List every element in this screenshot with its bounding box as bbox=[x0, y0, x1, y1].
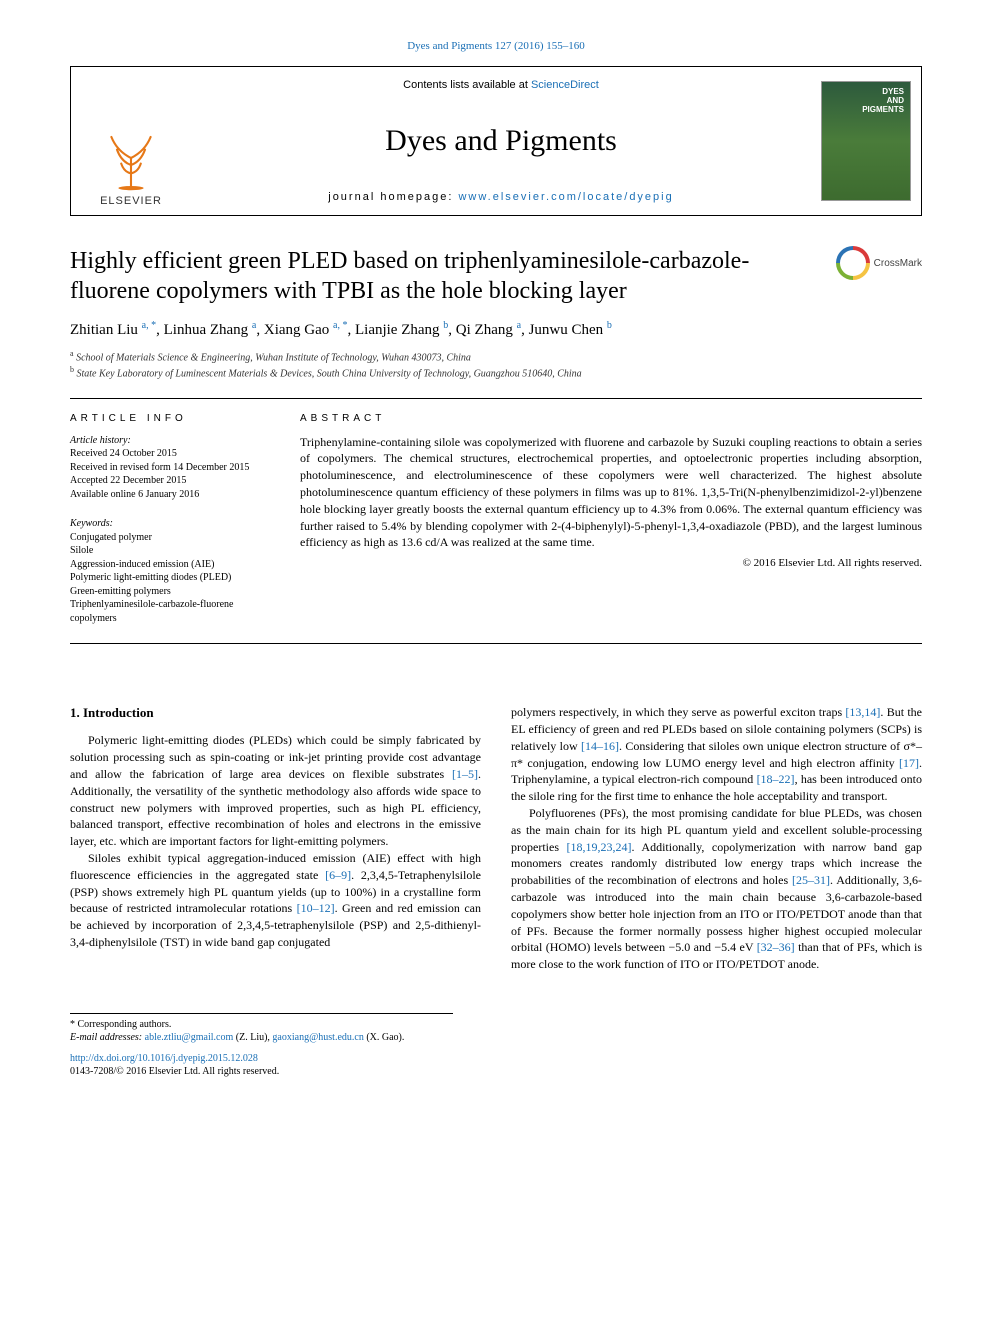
author: Junwu Chen bbox=[529, 322, 607, 338]
elsevier-tree-icon bbox=[96, 123, 166, 193]
cover-title: DYES and PIGMENTS bbox=[862, 88, 904, 114]
citation-ref[interactable]: [32–36] bbox=[757, 940, 795, 954]
keyword: Aggression-induced emission (AIE) bbox=[70, 558, 270, 572]
doi-link[interactable]: http://dx.doi.org/10.1016/j.dyepig.2015.… bbox=[70, 1053, 258, 1064]
journal-homepage-link[interactable]: www.elsevier.com/locate/dyepig bbox=[458, 191, 673, 203]
keyword: Conjugated polymer bbox=[70, 531, 270, 545]
author-list: Zhitian Liu a, *, Linhua Zhang a, Xiang … bbox=[70, 320, 922, 339]
author: Zhitian Liu bbox=[70, 322, 142, 338]
corresponding-author-footnote: * Corresponding authors. E-mail addresse… bbox=[70, 1013, 453, 1044]
body-paragraph: Siloles exhibit typical aggregation-indu… bbox=[70, 850, 481, 951]
contents-list-line: Contents lists available at ScienceDirec… bbox=[403, 79, 599, 91]
keyword: Polymeric light-emitting diodes (PLED) bbox=[70, 571, 270, 585]
author-affil-link[interactable]: b bbox=[607, 320, 612, 331]
body-paragraph: polymers respectively, in which they ser… bbox=[511, 704, 922, 805]
author: Lianjie Zhang bbox=[355, 322, 443, 338]
sciencedirect-link[interactable]: ScienceDirect bbox=[531, 79, 599, 91]
revised-date: Received in revised form 14 December 201… bbox=[70, 461, 270, 475]
author: Linhua Zhang bbox=[164, 322, 252, 338]
citation-ref[interactable]: [10–12] bbox=[297, 901, 335, 915]
affiliation: b State Key Laboratory of Luminescent Ma… bbox=[70, 365, 922, 379]
citation-ref[interactable]: [13,14] bbox=[845, 705, 880, 719]
citation-ref[interactable]: [1–5] bbox=[452, 767, 478, 781]
keyword: Triphenlyaminesilole-carbazole-fluorene … bbox=[70, 598, 270, 625]
author-affil-link[interactable]: a bbox=[252, 320, 256, 331]
elsevier-text: ELSEVIER bbox=[100, 195, 162, 207]
publisher-logo-cell: ELSEVIER bbox=[71, 67, 191, 215]
citation-ref[interactable]: [17] bbox=[899, 756, 919, 770]
body-column-right: polymers respectively, in which they ser… bbox=[511, 704, 922, 973]
author-affil-link[interactable]: b bbox=[443, 320, 448, 331]
citation-ref[interactable]: [14–16] bbox=[581, 739, 619, 753]
author-email-link[interactable]: gaoxiang@hust.edu.cn bbox=[272, 1032, 363, 1043]
accepted-date: Accepted 22 December 2015 bbox=[70, 474, 270, 488]
top-citation: Dyes and Pigments 127 (2016) 155–160 bbox=[70, 40, 922, 52]
keyword: Silole bbox=[70, 544, 270, 558]
elsevier-logo[interactable]: ELSEVIER bbox=[96, 123, 166, 207]
journal-name: Dyes and Pigments bbox=[385, 124, 617, 158]
section-heading-introduction: 1. Introduction bbox=[70, 704, 481, 722]
citation-ref[interactable]: [18,19,23,24] bbox=[567, 840, 632, 854]
body-paragraph: Polyfluorenes (PFs), the most promising … bbox=[511, 805, 922, 973]
journal-header: ELSEVIER Contents lists available at Sci… bbox=[70, 66, 922, 216]
received-date: Received 24 October 2015 bbox=[70, 447, 270, 461]
article-info-heading: article info bbox=[70, 413, 270, 424]
citation-link[interactable]: Dyes and Pigments 127 (2016) 155–160 bbox=[407, 40, 585, 52]
keyword: Green-emitting polymers bbox=[70, 585, 270, 599]
author: Xiang Gao bbox=[264, 322, 333, 338]
divider bbox=[70, 398, 922, 399]
body-column-left: 1. Introduction Polymeric light-emitting… bbox=[70, 704, 481, 973]
crossmark-icon bbox=[836, 246, 870, 280]
body-paragraph: Polymeric light-emitting diodes (PLEDs) … bbox=[70, 732, 481, 850]
keywords-block: Keywords: Conjugated polymer Silole Aggr… bbox=[70, 517, 270, 625]
author: Qi Zhang bbox=[456, 322, 517, 338]
citation-ref[interactable]: [18–22] bbox=[757, 772, 795, 786]
abstract-heading: abstract bbox=[300, 413, 922, 424]
doi-block: http://dx.doi.org/10.1016/j.dyepig.2015.… bbox=[70, 1052, 922, 1078]
online-date: Available online 6 January 2016 bbox=[70, 488, 270, 502]
journal-homepage-line: journal homepage: www.elsevier.com/locat… bbox=[328, 191, 673, 203]
crossmark-label: CrossMark bbox=[874, 258, 922, 269]
author-affil-link[interactable]: a, * bbox=[333, 320, 347, 331]
crossmark-badge[interactable]: CrossMark bbox=[836, 246, 922, 280]
citation-ref[interactable]: [6–9] bbox=[325, 868, 351, 882]
copyright-line: © 2016 Elsevier Ltd. All rights reserved… bbox=[300, 557, 922, 569]
email-label: E-mail addresses: bbox=[70, 1032, 145, 1043]
article-history: Article history: Received 24 October 201… bbox=[70, 434, 270, 502]
article-title: Highly efficient green PLED based on tri… bbox=[70, 246, 820, 306]
affiliation: a School of Materials Science & Engineer… bbox=[70, 349, 922, 363]
issn-copyright: 0143-7208/© 2016 Elsevier Ltd. All right… bbox=[70, 1066, 279, 1077]
divider bbox=[70, 643, 922, 644]
keywords-label: Keywords: bbox=[70, 517, 270, 531]
corresponding-label: * Corresponding authors. bbox=[70, 1018, 453, 1031]
author-affil-link[interactable]: a, * bbox=[142, 320, 156, 331]
citation-ref[interactable]: [25–31] bbox=[792, 873, 830, 887]
author-email-link[interactable]: able.ztliu@gmail.com bbox=[145, 1032, 234, 1043]
history-label: Article history: bbox=[70, 434, 270, 448]
journal-cover-thumbnail[interactable]: DYES and PIGMENTS bbox=[821, 81, 911, 201]
abstract-text: Triphenylamine-containing silole was cop… bbox=[300, 434, 922, 552]
author-affil-link[interactable]: a bbox=[517, 320, 521, 331]
